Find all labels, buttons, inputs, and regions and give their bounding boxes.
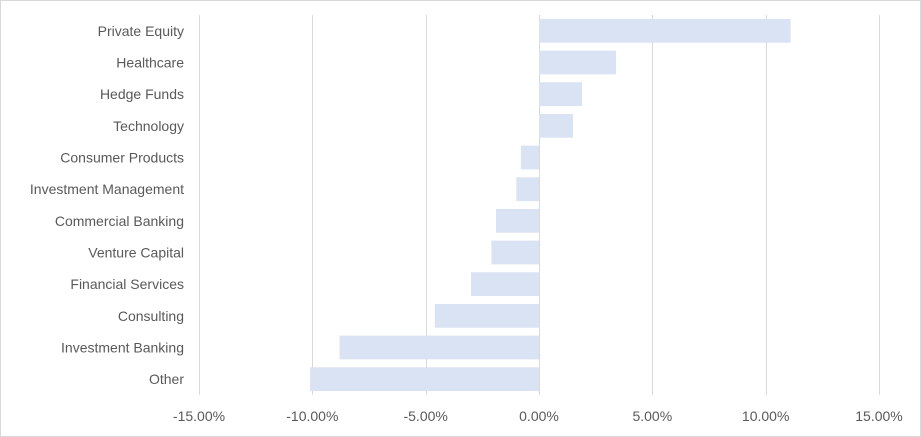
x-tick-label-0: -15.00% xyxy=(173,408,225,424)
category-label-11: Other xyxy=(149,371,184,387)
category-label-10: Investment Banking xyxy=(61,340,184,356)
bar-8 xyxy=(471,272,539,297)
category-label-1: Healthcare xyxy=(116,55,184,71)
bar-5 xyxy=(516,177,539,202)
x-tick-label-5: 10.00% xyxy=(742,408,789,424)
bar-1 xyxy=(539,50,617,75)
bar-2 xyxy=(539,82,583,107)
category-label-3: Technology xyxy=(113,118,184,134)
x-tick-label-2: -5.00% xyxy=(403,408,447,424)
category-label-2: Hedge Funds xyxy=(100,86,184,102)
bar-6 xyxy=(495,208,539,233)
category-label-0: Private Equity xyxy=(98,23,184,39)
category-label-5: Investment Management xyxy=(30,181,184,197)
bar-11 xyxy=(310,367,539,392)
x-tick-label-3: 0.00% xyxy=(519,408,559,424)
bars xyxy=(310,18,791,392)
bar-9 xyxy=(434,303,539,328)
category-label-4: Consumer Products xyxy=(60,150,184,166)
bar-0 xyxy=(539,18,791,43)
bar-10 xyxy=(339,335,539,360)
category-label-6: Commercial Banking xyxy=(55,213,184,229)
bar-7 xyxy=(491,240,539,265)
x-tick-label-4: 5.00% xyxy=(632,408,672,424)
category-label-9: Consulting xyxy=(118,308,184,324)
bar-3 xyxy=(539,113,573,138)
x-tick-label-1: -10.00% xyxy=(286,408,338,424)
x-axis-tick-labels: -15.00% -10.00% -5.00% 0.00% 5.00% 10.00% 15.0… xyxy=(173,408,903,424)
x-tick-label-6: 15.00% xyxy=(855,408,902,424)
category-labels: Private Equity Healthcare Hedge Funds Techn… xyxy=(30,23,184,387)
gridlines xyxy=(199,15,880,395)
category-label-8: Financial Services xyxy=(70,276,184,292)
category-label-7: Venture Capital xyxy=(88,245,184,261)
bar-4 xyxy=(520,145,539,170)
